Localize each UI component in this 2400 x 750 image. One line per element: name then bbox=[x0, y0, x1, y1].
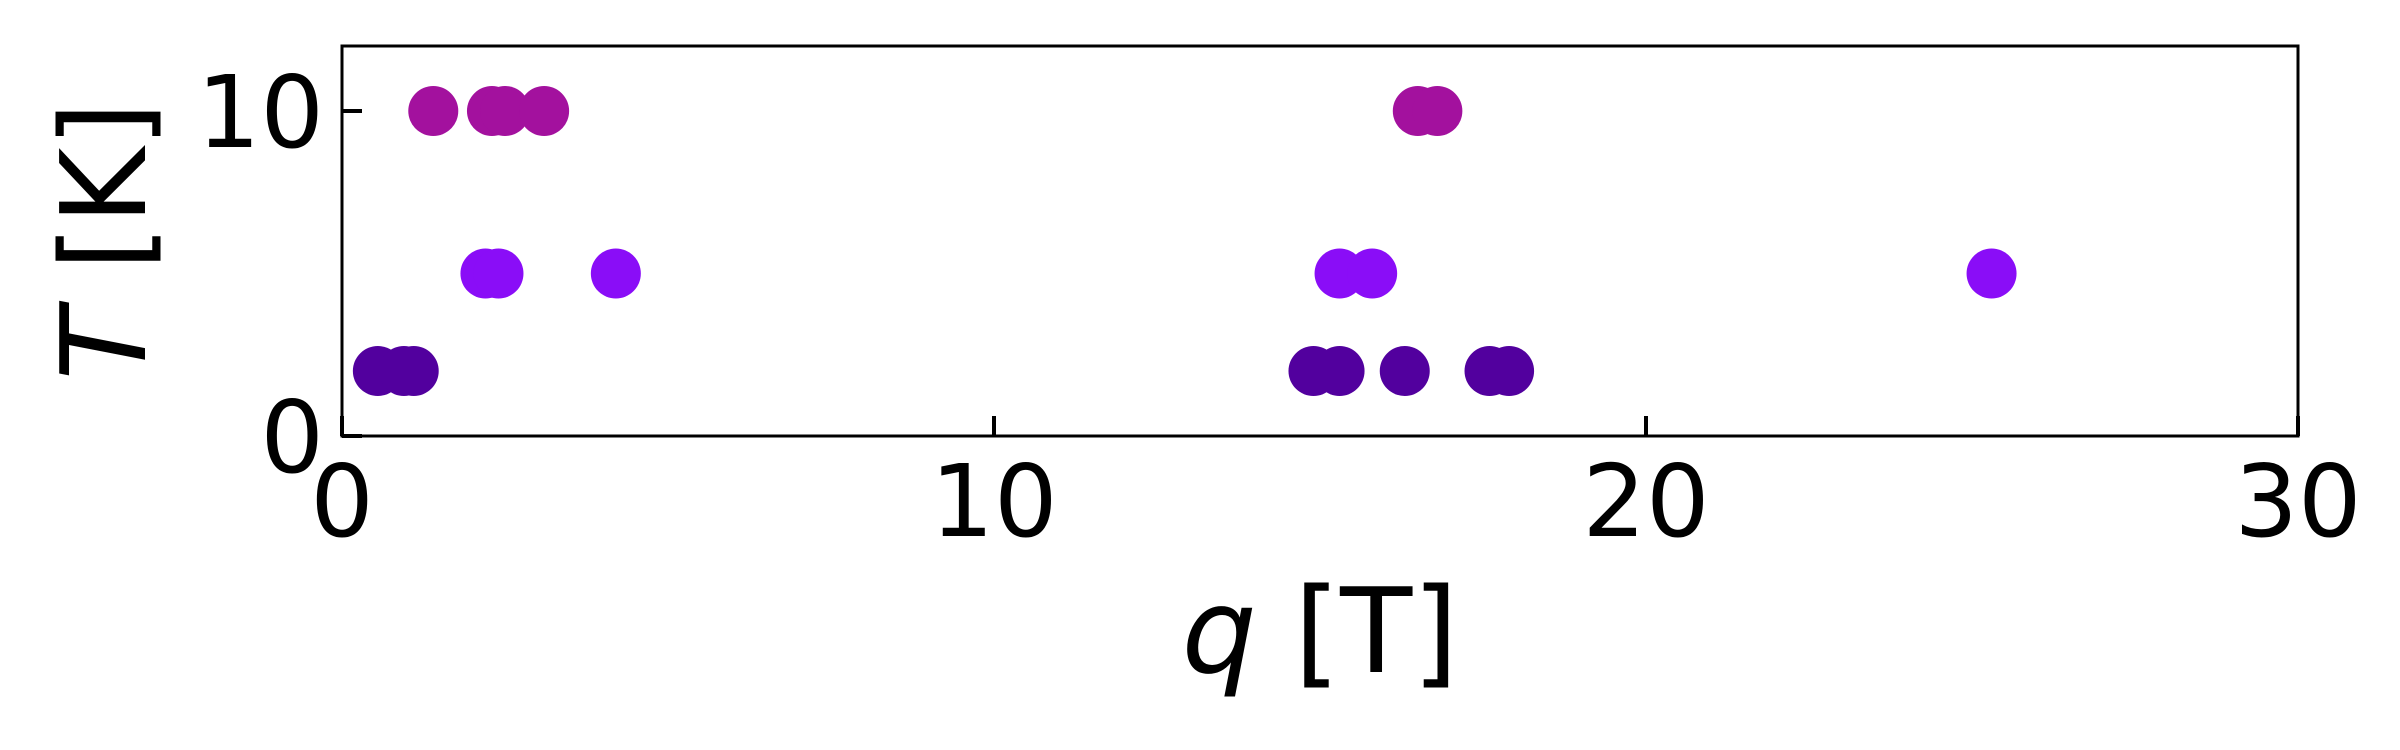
plot-frame bbox=[340, 44, 2300, 438]
data-point bbox=[1412, 86, 1463, 136]
x-tick-label: 10 bbox=[930, 443, 1057, 560]
data-point bbox=[1966, 248, 2017, 299]
axis-ticks bbox=[340, 109, 2300, 438]
x-axis-unit: [T] bbox=[1294, 562, 1458, 700]
x-axis-variable: q bbox=[1182, 562, 1257, 700]
y-tick-label: 10 bbox=[197, 54, 324, 171]
y-axis-variable: T bbox=[35, 301, 173, 381]
data-point bbox=[473, 248, 524, 299]
data-point bbox=[1314, 346, 1365, 396]
tick-labels: 0 10 20 30 0 10 bbox=[197, 54, 2362, 560]
data-point bbox=[388, 346, 439, 396]
y-axis-label: T [K] bbox=[35, 101, 173, 380]
x-tick-label: 30 bbox=[2234, 443, 2361, 560]
data-points bbox=[352, 86, 2017, 396]
x-tick-label: 0 bbox=[310, 443, 374, 560]
data-point bbox=[1347, 248, 1398, 299]
data-point bbox=[519, 86, 570, 136]
y-tick-label: 0 bbox=[260, 379, 324, 496]
x-tick-label: 20 bbox=[1582, 443, 1709, 560]
y-axis-unit: [K] bbox=[35, 101, 173, 270]
data-point bbox=[1484, 346, 1535, 396]
data-point bbox=[480, 86, 530, 136]
data-point bbox=[590, 248, 641, 299]
data-point bbox=[408, 86, 459, 136]
x-axis-label: q [T] bbox=[1182, 562, 1459, 700]
data-point bbox=[1379, 346, 1430, 396]
